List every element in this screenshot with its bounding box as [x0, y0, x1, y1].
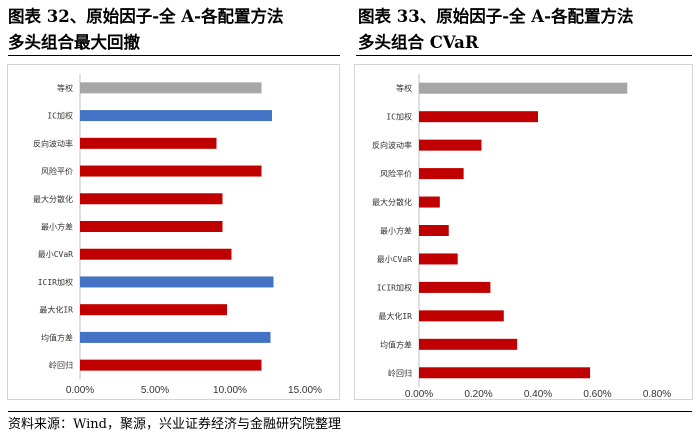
drawdown-bar	[80, 82, 262, 94]
cvar-bar	[419, 310, 504, 322]
title-divider-right	[356, 55, 692, 56]
cvar-bar	[419, 225, 449, 236]
drawdown-bar	[80, 276, 274, 288]
drawdown-category-label: 最小方差	[41, 222, 73, 232]
drawdown-bar	[80, 359, 262, 371]
cvar-category-label: 最小CVaR	[377, 255, 412, 264]
cvar-category-label: IC加权	[386, 112, 412, 122]
cvar-x-tick-label: 0.00%	[405, 389, 433, 399]
cvar-bar	[419, 111, 538, 123]
drawdown-bar	[80, 304, 227, 316]
chart-title-right-line2: 多头组合 CVaR	[358, 33, 479, 52]
drawdown-x-tick-label: 10.00%	[213, 385, 247, 396]
drawdown-x-tick-label: 0.00%	[66, 385, 94, 396]
drawdown-bar	[80, 110, 272, 122]
cvar-category-label: 岭回归	[388, 368, 412, 378]
drawdown-x-tick-label: 5.00%	[141, 385, 169, 396]
drawdown-category-label: 风险平价	[41, 166, 73, 176]
cvar-x-tick-label: 0.80%	[643, 389, 671, 399]
cvar-bar	[419, 253, 458, 265]
cvar-category-label: 最大分散化	[372, 197, 412, 207]
cvar-bar	[419, 281, 491, 293]
cvar-x-tick-label: 0.20%	[464, 389, 492, 399]
drawdown-x-tick-label: 15.00%	[288, 385, 322, 396]
cvar-category-label: ICIR加权	[377, 282, 412, 292]
cvar-category-label: 最小方差	[380, 226, 412, 236]
title-divider-left	[8, 55, 340, 56]
cvar-category-label: 反向波动率	[372, 140, 412, 150]
chart-title-left-line1: 图表 32、原始因子-全 A-各配置方法	[8, 7, 284, 26]
cvar-bar	[419, 82, 628, 94]
drawdown-category-label: 最小CVaR	[38, 250, 73, 259]
drawdown-category-label: 反向波动率	[33, 138, 73, 148]
cvar-category-label: 均值方差	[380, 339, 412, 349]
cvar-bar	[419, 196, 440, 208]
drawdown-bar	[80, 193, 223, 205]
drawdown-category-label: IC加权	[47, 111, 73, 121]
drawdown-category-label: 等权	[57, 83, 73, 93]
cvar-bar	[419, 139, 482, 151]
drawdown-bar	[80, 137, 217, 149]
drawdown-category-label: 最大化IR	[39, 305, 73, 315]
source-note: 资料来源：Wind，聚源，兴业证券经济与金融研究院整理	[8, 417, 341, 432]
cvar-bar	[419, 168, 464, 180]
drawdown-category-label: ICIR加权	[38, 277, 73, 287]
chart-title-left-line2: 多头组合最大回撤	[8, 33, 140, 52]
cvar-bar	[419, 367, 591, 379]
drawdown-bar	[80, 221, 223, 232]
drawdown-category-label: 岭回归	[49, 360, 73, 370]
chart-panel-cvar: 等权 IC加权反向波动率风险平价最大分散化最小方差最小CVaR ICIR加权 最大化I…	[354, 64, 693, 400]
cvar-category-label: 等权	[396, 83, 412, 93]
drawdown-category-label: 最大分散化	[33, 194, 73, 204]
drawdown-category-label: 均值方差	[41, 332, 73, 342]
drawdown-bar	[80, 331, 271, 343]
source-divider	[8, 411, 692, 412]
cvar-category-label: 最大化IR	[378, 311, 412, 321]
cvar-x-tick-label: 0.60%	[583, 389, 611, 399]
chart-panel-max-drawdown: 等权 IC加权反向波动率风险平价最大分散化最小方差最小CVaR ICIR加权 最大化I…	[7, 64, 340, 400]
cvar-x-tick-label: 0.40%	[524, 389, 552, 399]
cvar-bar	[419, 338, 518, 350]
chart-title-right: 图表 33、原始因子-全 A-各配置方法 多头组合 CVaR	[358, 4, 698, 56]
chart-title-left: 图表 32、原始因子-全 A-各配置方法 多头组合最大回撤	[8, 4, 348, 56]
drawdown-bar	[80, 248, 232, 260]
drawdown-bar	[80, 165, 262, 177]
cvar-category-label: 风险平价	[380, 169, 412, 179]
chart-title-right-line1: 图表 33、原始因子-全 A-各配置方法	[358, 7, 634, 26]
